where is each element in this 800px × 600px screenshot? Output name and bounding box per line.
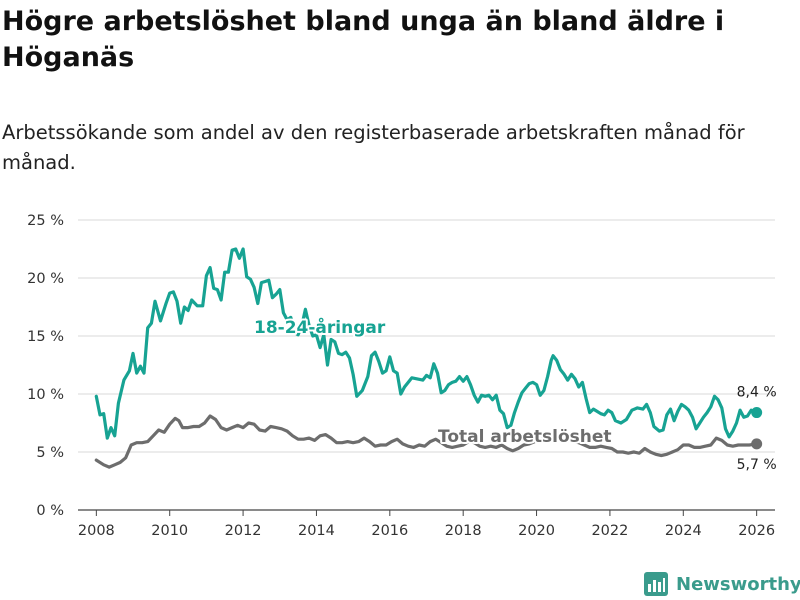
series-lines (94, 247, 763, 469)
x-tick-label: 2016 (371, 523, 408, 539)
series-label-18-24: 18-24-åringar (254, 316, 386, 338)
x-tick-label: 2008 (78, 523, 115, 539)
y-tick-label: 15 % (27, 329, 64, 345)
chart-subtitle: Arbetssökande som andel av den registerb… (2, 121, 745, 174)
gridlines (78, 219, 775, 511)
x-tick-label: 2014 (298, 523, 335, 539)
x-tick-label: 2010 (151, 523, 188, 539)
x-tick-label: 2020 (518, 523, 555, 539)
bar-chart-logo-icon (644, 572, 668, 596)
y-tick-label: 25 % (27, 213, 64, 229)
series-line-total (94, 414, 759, 469)
end-label-18-24: 8,4 % (737, 385, 777, 401)
x-tick-label: 2018 (445, 523, 482, 539)
axes: 0 % 5 % 10 % 15 % 20 % 25 % 2008 2010 2012 2014 20… (27, 213, 775, 539)
line-chart: 0 % 5 % 10 % 15 % 20 % 25 % 2008 2010 2012 2014 20… (27, 213, 777, 539)
brand-name: Newsworthy (676, 573, 800, 595)
x-tick-label: 2024 (665, 523, 702, 539)
x-tick-label: 2022 (591, 523, 628, 539)
y-tick-label: 5 % (36, 445, 64, 461)
series-line-18-24 (94, 247, 759, 440)
y-tick-label: 20 % (27, 271, 64, 287)
y-tick-label: 0 % (36, 503, 64, 519)
series-labels: 18-24-åringar Total arbetslöshet 8,4 % 5,7 … (252, 314, 777, 473)
series-label-total: Total arbetslöshet (438, 427, 612, 447)
series-line-total-end-point (751, 438, 763, 450)
end-label-total: 5,7 % (737, 457, 777, 473)
newsworthy-brand[interactable]: Newsworthy (644, 570, 800, 598)
x-tick-label: 2026 (738, 523, 775, 539)
series-line-18-24-end-point (751, 407, 763, 419)
chart-title: Högre arbetslöshet bland unga än bland ä… (2, 6, 725, 73)
y-tick-label: 10 % (27, 387, 64, 403)
x-tick-label: 2012 (225, 523, 262, 539)
